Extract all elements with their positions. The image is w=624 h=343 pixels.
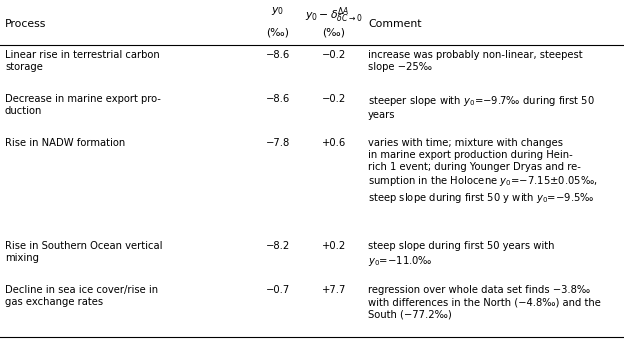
Text: regression over whole data set finds −3.8‰
with differences in the North (−4.8‰): regression over whole data set finds −3.… [368, 285, 601, 319]
Text: −8.6: −8.6 [266, 50, 290, 60]
Text: varies with time; mixture with changes
in marine export production during Hein-
: varies with time; mixture with changes i… [368, 138, 598, 204]
Text: Rise in NADW formation: Rise in NADW formation [5, 138, 125, 147]
Text: −8.2: −8.2 [266, 241, 290, 251]
Text: −0.2: −0.2 [322, 50, 346, 60]
Text: (‰): (‰) [323, 27, 345, 37]
Text: −8.6: −8.6 [266, 94, 290, 104]
Text: Decline in sea ice cover/rise in
gas exchange rates: Decline in sea ice cover/rise in gas exc… [5, 285, 158, 307]
Text: Rise in Southern Ocean vertical
mixing: Rise in Southern Ocean vertical mixing [5, 241, 162, 263]
Text: −0.2: −0.2 [322, 94, 346, 104]
Text: Decrease in marine export pro-
duction: Decrease in marine export pro- duction [5, 94, 161, 116]
Text: $y_0-\delta^{\Delta A}_{\delta C\rightarrow 0}$: $y_0-\delta^{\Delta A}_{\delta C\rightar… [305, 5, 363, 25]
Text: (‰): (‰) [266, 27, 289, 37]
Text: −0.7: −0.7 [266, 285, 290, 295]
Text: +7.7: +7.7 [321, 285, 346, 295]
Text: $y_0$: $y_0$ [271, 5, 284, 17]
Text: steep slope during first 50 years with
$y_0$=−11.0‰: steep slope during first 50 years with $… [368, 241, 555, 268]
Text: Process: Process [5, 19, 46, 29]
Text: −7.8: −7.8 [266, 138, 290, 147]
Text: +0.6: +0.6 [322, 138, 346, 147]
Text: increase was probably non-linear, steepest
slope −25‰: increase was probably non-linear, steepe… [368, 50, 583, 72]
Text: Linear rise in terrestrial carbon
storage: Linear rise in terrestrial carbon storag… [5, 50, 160, 72]
Text: steeper slope with $y_0$=−9.7‰ during first 50
years: steeper slope with $y_0$=−9.7‰ during fi… [368, 94, 595, 120]
Text: Comment: Comment [368, 19, 422, 29]
Text: +0.2: +0.2 [322, 241, 346, 251]
